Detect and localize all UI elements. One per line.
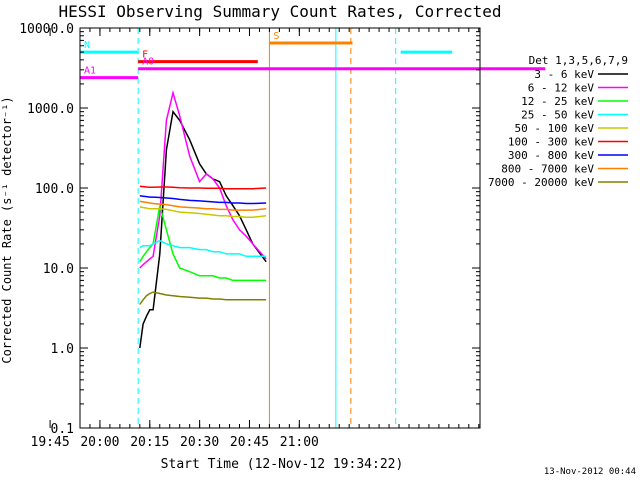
y-tick-label: 10.0 (43, 262, 74, 277)
legend-label: 100 - 300 keV (508, 136, 594, 149)
x-tick-label: 20:00 (80, 435, 119, 450)
legend-label: 7000 - 20000 keV (488, 176, 594, 189)
y-tick-label: 100.0 (35, 182, 74, 197)
series-line (139, 206, 267, 219)
x-tick-label: 19:45 (31, 435, 70, 450)
legend-label: 12 - 25 keV (521, 95, 594, 108)
y-tick-label: 1000.0 (27, 102, 74, 117)
flag-label: S (273, 31, 279, 42)
chart-title: HESSI Observing Summary Count Rates, Cor… (58, 2, 501, 21)
series-line (139, 89, 267, 269)
series-line (139, 291, 267, 305)
y-tick-label: 0.1 (51, 422, 74, 437)
legend-label: 300 - 800 keV (508, 149, 594, 162)
legend-label: 3 - 6 keV (534, 68, 594, 81)
x-axis-label: Start Time (12-Nov-12 19:34:22) (161, 457, 404, 472)
x-tick-label: 20:15 (130, 435, 169, 450)
legend-label: 6 - 12 keV (528, 82, 595, 95)
legend-label: 25 - 50 keV (521, 109, 594, 122)
series-line (139, 200, 267, 211)
legend-header: Det 1,3,5,6,7,9 (529, 54, 628, 67)
footer-timestamp: 13-Nov-2012 00:44 (544, 467, 636, 477)
legend-label: 50 - 100 keV (515, 122, 595, 135)
y-axis-label: Corrected Count Rate (s⁻¹ detector⁻¹) (0, 96, 14, 363)
series-line (139, 185, 267, 190)
flag-label: A0 (142, 57, 154, 68)
series-line (139, 195, 267, 205)
flag-label: N (84, 40, 90, 51)
x-tick-label: 20:45 (230, 435, 269, 450)
y-tick-label: 10000.0 (19, 22, 74, 37)
flag-label: A1 (84, 66, 96, 77)
x-tick-label: 21:00 (280, 435, 319, 450)
y-tick-label: 1.0 (51, 342, 74, 357)
series-line (139, 205, 267, 282)
series-line (139, 239, 267, 258)
series-line (139, 109, 267, 349)
legend-label: 800 - 7000 keV (501, 163, 594, 176)
x-tick-label: 20:30 (180, 435, 219, 450)
flag-label: F (142, 50, 148, 61)
plot-frame (79, 27, 481, 429)
